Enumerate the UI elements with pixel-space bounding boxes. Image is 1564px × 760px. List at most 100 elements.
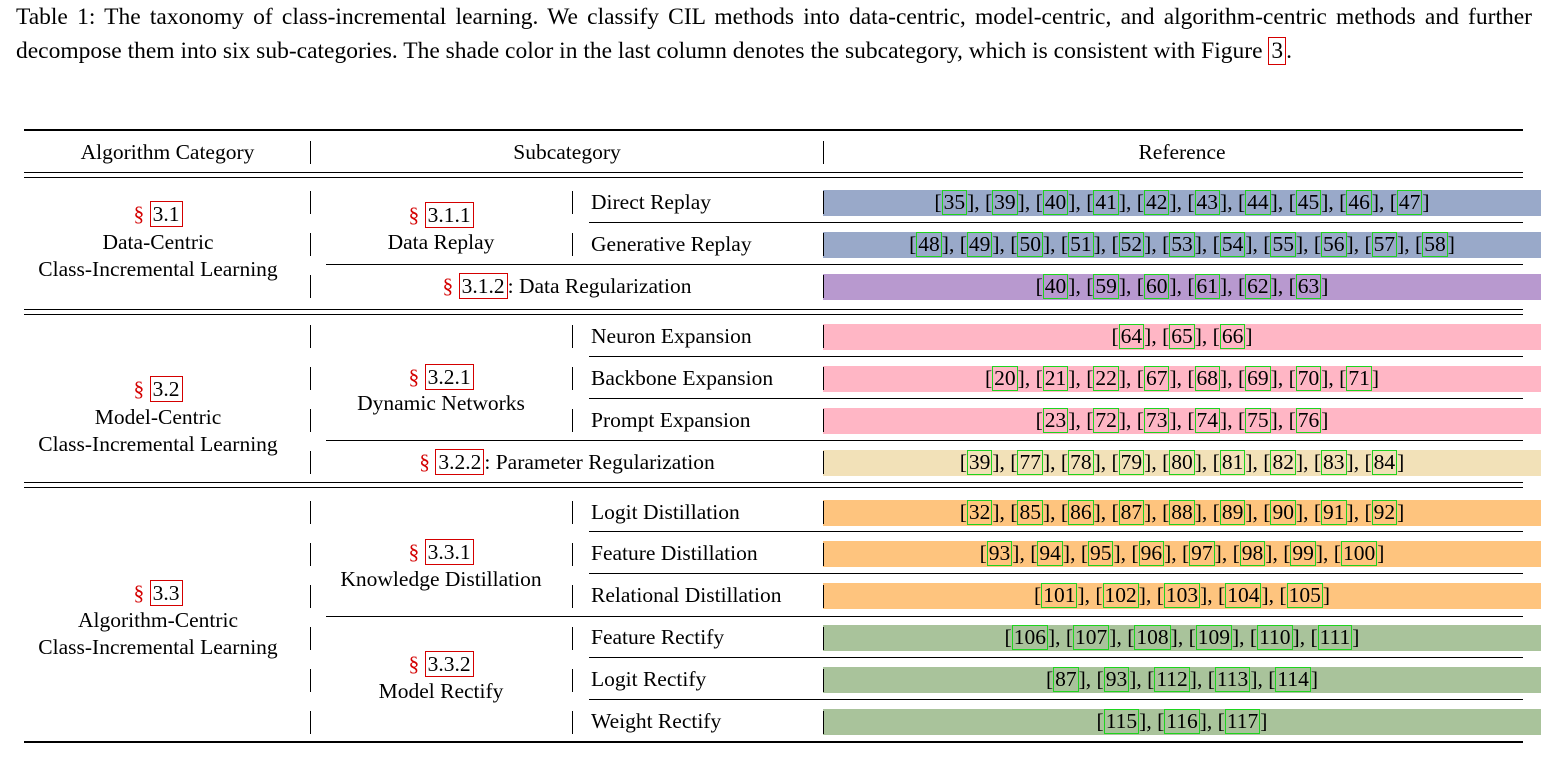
citation-link[interactable]: 47 (1396, 190, 1423, 215)
citation-link[interactable]: 85 (1017, 500, 1043, 525)
citation-link[interactable]: 102 (1102, 583, 1139, 608)
citation-link[interactable]: 54 (1219, 232, 1246, 257)
citation-link[interactable]: 49 (966, 232, 993, 257)
citation-link[interactable]: 48 (916, 232, 942, 257)
citation-link[interactable]: 50 (1017, 232, 1043, 257)
citation-link[interactable]: 91 (1321, 500, 1347, 525)
citation-link[interactable]: 82 (1270, 450, 1296, 475)
citation-link[interactable]: 76 (1295, 408, 1322, 433)
citation-link[interactable]: 45 (1295, 190, 1322, 215)
citation-link[interactable]: 51 (1068, 232, 1094, 257)
citation-link[interactable]: 56 (1321, 232, 1347, 257)
citation-link[interactable]: 109 (1195, 625, 1232, 650)
citation-link[interactable]: 35 (941, 190, 968, 215)
citation-link[interactable]: 99 (1290, 541, 1316, 566)
citation-link[interactable]: 104 (1225, 583, 1262, 608)
citation-link[interactable]: 103 (1163, 583, 1201, 608)
citation-link[interactable]: 105 (1286, 583, 1323, 608)
citation-link[interactable]: 61 (1194, 274, 1221, 299)
citation-link[interactable]: 22 (1093, 366, 1119, 391)
section-link-3-3-1[interactable]: 3.3.1 (424, 539, 474, 565)
citation-link[interactable]: 75 (1245, 408, 1271, 433)
citation-link[interactable]: 108 (1134, 625, 1171, 650)
citation-link[interactable]: 60 (1143, 274, 1170, 299)
citation-link[interactable]: 87 (1118, 500, 1145, 525)
citation-link[interactable]: 64 (1118, 324, 1145, 349)
citation-link[interactable]: 46 (1346, 190, 1372, 215)
citation-link[interactable]: 88 (1169, 500, 1195, 525)
citation-link[interactable]: 40 (1042, 190, 1069, 215)
citation-link[interactable]: 90 (1270, 500, 1296, 525)
citation-link[interactable]: 20 (992, 366, 1018, 391)
section-link-3-3-2[interactable]: 3.3.2 (424, 651, 474, 677)
citation-link[interactable]: 55 (1270, 232, 1296, 257)
citation-link[interactable]: 71 (1346, 366, 1372, 391)
citation-link[interactable]: 116 (1164, 709, 1200, 734)
citation-link[interactable]: 95 (1087, 541, 1114, 566)
citation-link[interactable]: 67 (1143, 366, 1170, 391)
citation-link[interactable]: 92 (1371, 500, 1398, 525)
citation-link[interactable]: 78 (1068, 450, 1094, 475)
citation-link[interactable]: 115 (1103, 709, 1140, 734)
citation-link[interactable]: 40 (1042, 274, 1069, 299)
citation-link[interactable]: 94 (1037, 541, 1063, 566)
citation-link[interactable]: 93 (1103, 667, 1130, 692)
citation-link[interactable]: 98 (1239, 541, 1266, 566)
section-link-3-2-2[interactable]: 3.2.2 (435, 449, 485, 475)
figure-reference-link[interactable]: 3 (1268, 36, 1287, 65)
citation-link[interactable]: 84 (1371, 450, 1398, 475)
citation-link[interactable]: 83 (1321, 450, 1347, 475)
citation-link[interactable]: 43 (1194, 190, 1221, 215)
citation-link[interactable]: 86 (1068, 500, 1094, 525)
citation-link[interactable]: 52 (1118, 232, 1145, 257)
citation-link[interactable]: 39 (992, 190, 1018, 215)
citation-link[interactable]: 68 (1194, 366, 1221, 391)
citation-link[interactable]: 106 (1011, 625, 1048, 650)
citation-link[interactable]: 59 (1093, 274, 1119, 299)
citation-link[interactable]: 62 (1245, 274, 1271, 299)
section-link-3-1-1[interactable]: 3.1.1 (424, 202, 474, 228)
citation-link[interactable]: 23 (1042, 408, 1069, 433)
citation-link[interactable]: 117 (1224, 709, 1261, 734)
citation-link[interactable]: 73 (1143, 408, 1170, 433)
citation-link[interactable]: 66 (1219, 324, 1246, 349)
citation-link[interactable]: 58 (1422, 232, 1448, 257)
citation-link[interactable]: 112 (1154, 667, 1190, 692)
citation-link[interactable]: 101 (1041, 583, 1078, 608)
citation-link[interactable]: 39 (966, 450, 993, 475)
citation-link[interactable]: 65 (1169, 324, 1195, 349)
citation-link[interactable]: 87 (1053, 667, 1079, 692)
citation-link[interactable]: 44 (1245, 190, 1271, 215)
section-link-3-2[interactable]: 3.2 (149, 376, 183, 402)
citation-link[interactable]: 81 (1219, 450, 1246, 475)
citation-link[interactable]: 114 (1275, 667, 1311, 692)
citation-link[interactable]: 74 (1194, 408, 1221, 433)
citation-link[interactable]: 69 (1245, 366, 1271, 391)
citation-link[interactable]: 111 (1317, 625, 1353, 650)
section-link-3-1-2[interactable]: 3.1.2 (458, 273, 508, 299)
citation-link[interactable]: 41 (1093, 190, 1119, 215)
citation-link[interactable]: 21 (1042, 366, 1069, 391)
citation-link[interactable]: 97 (1189, 541, 1215, 566)
citation-link[interactable]: 110 (1257, 625, 1293, 650)
citation-link[interactable]: 100 (1340, 541, 1378, 566)
citation-link[interactable]: 79 (1118, 450, 1145, 475)
citation-link[interactable]: 53 (1169, 232, 1195, 257)
citation-link[interactable]: 113 (1214, 667, 1251, 692)
section-link-3-3[interactable]: 3.3 (149, 580, 183, 606)
section-link-3-1[interactable]: 3.1 (149, 201, 183, 227)
citation-link[interactable]: 80 (1169, 450, 1195, 475)
citation-link[interactable]: 72 (1093, 408, 1119, 433)
citation-link[interactable]: 42 (1143, 190, 1170, 215)
citation-link[interactable]: 57 (1371, 232, 1398, 257)
citation-link[interactable]: 96 (1138, 541, 1165, 566)
citation-link[interactable]: 63 (1295, 274, 1322, 299)
citation-link[interactable]: 89 (1219, 500, 1246, 525)
citation-link[interactable]: 70 (1295, 366, 1322, 391)
citation-link[interactable]: 77 (1017, 450, 1043, 475)
row-rule (589, 222, 1523, 223)
citation-link[interactable]: 93 (986, 541, 1013, 566)
citation-link[interactable]: 107 (1073, 625, 1110, 650)
citation-link[interactable]: 32 (966, 500, 993, 525)
section-link-3-2-1[interactable]: 3.2.1 (424, 364, 474, 390)
